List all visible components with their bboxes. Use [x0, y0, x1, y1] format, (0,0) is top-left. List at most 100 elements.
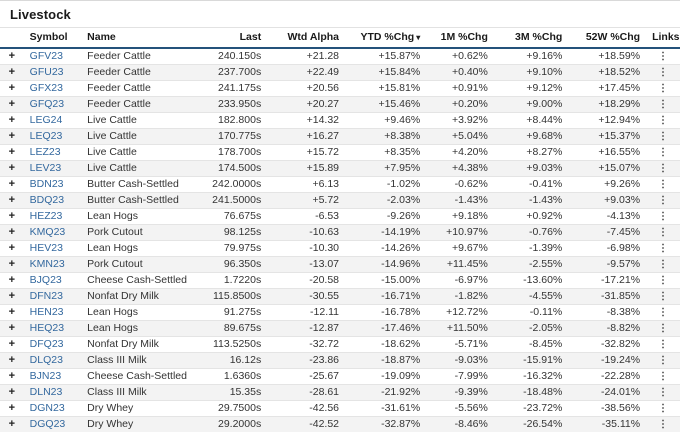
- column-header-symbol[interactable]: Symbol: [23, 27, 82, 49]
- expand-row-icon[interactable]: +: [8, 114, 16, 126]
- symbol-link[interactable]: BDN23: [29, 178, 64, 190]
- expand-row-icon[interactable]: +: [8, 210, 16, 222]
- column-header-links[interactable]: Links: [646, 27, 680, 49]
- symbol-link[interactable]: DFN23: [29, 290, 63, 302]
- symbol-link[interactable]: BDQ23: [29, 194, 65, 206]
- symbol-link[interactable]: KMN23: [29, 258, 65, 270]
- links-menu-icon[interactable]: ⋮: [658, 307, 669, 318]
- last-price: 76.675s: [189, 208, 268, 225]
- symbol-link[interactable]: DFQ23: [29, 338, 64, 350]
- expand-cell: +: [0, 256, 24, 273]
- 3m-pct-chg: -13.60%: [493, 272, 569, 289]
- expand-row-icon[interactable]: +: [8, 242, 16, 254]
- links-menu-icon[interactable]: ⋮: [658, 243, 669, 254]
- expand-row-icon[interactable]: +: [8, 354, 16, 366]
- expand-row-icon[interactable]: +: [8, 162, 16, 174]
- column-header-last[interactable]: Last: [189, 27, 268, 49]
- symbol-link[interactable]: DLN23: [29, 386, 63, 398]
- wtd-alpha: +15.72: [267, 144, 346, 161]
- contract-name: Feeder Cattle: [81, 64, 190, 81]
- symbol-link[interactable]: LEZ23: [29, 146, 61, 158]
- symbol-link[interactable]: GFX23: [29, 82, 63, 94]
- expand-cell: +: [0, 128, 24, 145]
- column-header-name[interactable]: Name: [81, 27, 190, 49]
- last-price: 89.675s: [189, 320, 268, 337]
- expand-row-icon[interactable]: +: [8, 306, 16, 318]
- 3m-pct-chg: +9.68%: [493, 128, 569, 145]
- links-menu-icon[interactable]: ⋮: [658, 179, 669, 190]
- expand-row-icon[interactable]: +: [8, 146, 16, 158]
- expand-row-icon[interactable]: +: [8, 258, 16, 270]
- symbol-link[interactable]: LEQ23: [29, 130, 63, 142]
- expand-row-icon[interactable]: +: [8, 82, 16, 94]
- symbol-link[interactable]: BJQ23: [29, 274, 62, 286]
- links-menu-icon[interactable]: ⋮: [658, 275, 669, 286]
- expand-row-icon[interactable]: +: [8, 194, 16, 206]
- links-menu-icon[interactable]: ⋮: [658, 371, 669, 382]
- ytd-pct-chg: +15.46%: [345, 96, 427, 113]
- symbol-link[interactable]: LEG24: [29, 114, 63, 126]
- links-menu-icon[interactable]: ⋮: [658, 99, 669, 110]
- expand-row-icon[interactable]: +: [8, 386, 16, 398]
- contract-name: Butter Cash-Settled: [81, 176, 190, 193]
- column-header-m1[interactable]: 1M %Chg: [426, 27, 494, 49]
- symbol-link[interactable]: GFQ23: [29, 98, 65, 110]
- links-menu-icon[interactable]: ⋮: [658, 259, 669, 270]
- links-menu-icon[interactable]: ⋮: [658, 323, 669, 334]
- quote-row-HEZ23: + HEZ23 Lean Hogs 76.675s -6.53 -9.26% +9.18% +…: [0, 208, 680, 225]
- expand-row-icon[interactable]: +: [8, 98, 16, 110]
- expand-row-icon[interactable]: +: [8, 274, 16, 286]
- symbol-link[interactable]: DGQ23: [29, 418, 66, 430]
- links-menu-icon[interactable]: ⋮: [658, 387, 669, 398]
- symbol-link[interactable]: HEQ23: [29, 322, 65, 334]
- expand-row-icon[interactable]: +: [8, 50, 16, 62]
- expand-row-icon[interactable]: +: [8, 402, 16, 414]
- links-menu-icon[interactable]: ⋮: [658, 403, 669, 414]
- ytd-pct-chg: -21.92%: [345, 384, 427, 401]
- expand-row-icon[interactable]: +: [8, 66, 16, 78]
- quote-row-GFX23: + GFX23 Feeder Cattle 241.175s +20.56 +15.81%…: [0, 80, 680, 97]
- column-header-w52[interactable]: 52W %Chg: [568, 27, 647, 49]
- expand-cell: +: [0, 48, 24, 65]
- expand-row-icon[interactable]: +: [8, 290, 16, 302]
- links-menu-icon[interactable]: ⋮: [658, 195, 669, 206]
- symbol-link[interactable]: DGN23: [29, 402, 65, 414]
- symbol-link[interactable]: HEV23: [29, 242, 63, 254]
- last-price: 174.500s: [189, 160, 268, 177]
- links-menu-icon[interactable]: ⋮: [658, 339, 669, 350]
- symbol-cell: GFQ23: [23, 96, 82, 113]
- expand-row-icon[interactable]: +: [8, 338, 16, 350]
- expand-row-icon[interactable]: +: [8, 178, 16, 190]
- expand-row-icon[interactable]: +: [8, 370, 16, 382]
- symbol-link[interactable]: GFU23: [29, 66, 64, 78]
- symbol-link[interactable]: GFV23: [29, 50, 63, 62]
- symbol-link[interactable]: BJN23: [29, 370, 62, 382]
- links-menu-icon[interactable]: ⋮: [658, 115, 669, 126]
- expand-row-icon[interactable]: +: [8, 322, 16, 334]
- column-header-m3[interactable]: 3M %Chg: [493, 27, 569, 49]
- expand-row-icon[interactable]: +: [8, 130, 16, 142]
- links-menu-icon[interactable]: ⋮: [658, 147, 669, 158]
- column-header-ytd[interactable]: YTD %Chg ▾: [345, 27, 427, 49]
- expand-cell: +: [0, 192, 24, 209]
- last-price: 182.800s: [189, 112, 268, 129]
- symbol-link[interactable]: KMQ23: [29, 226, 66, 238]
- links-menu-icon[interactable]: ⋮: [658, 227, 669, 238]
- links-menu-icon[interactable]: ⋮: [658, 51, 669, 62]
- symbol-link[interactable]: HEZ23: [29, 210, 63, 222]
- symbol-link[interactable]: LEV23: [29, 162, 62, 174]
- links-menu-icon[interactable]: ⋮: [658, 355, 669, 366]
- links-menu-icon[interactable]: ⋮: [658, 211, 669, 222]
- expand-row-icon[interactable]: +: [8, 418, 16, 430]
- symbol-link[interactable]: DLQ23: [29, 354, 63, 366]
- links-menu-icon[interactable]: ⋮: [658, 291, 669, 302]
- links-cell: ⋮: [646, 96, 680, 113]
- links-menu-icon[interactable]: ⋮: [658, 83, 669, 94]
- column-header-wtd_alpha[interactable]: Wtd Alpha: [267, 27, 346, 49]
- links-menu-icon[interactable]: ⋮: [658, 67, 669, 78]
- links-menu-icon[interactable]: ⋮: [658, 419, 669, 430]
- links-menu-icon[interactable]: ⋮: [658, 131, 669, 142]
- links-menu-icon[interactable]: ⋮: [658, 163, 669, 174]
- symbol-link[interactable]: HEN23: [29, 306, 64, 318]
- expand-row-icon[interactable]: +: [8, 226, 16, 238]
